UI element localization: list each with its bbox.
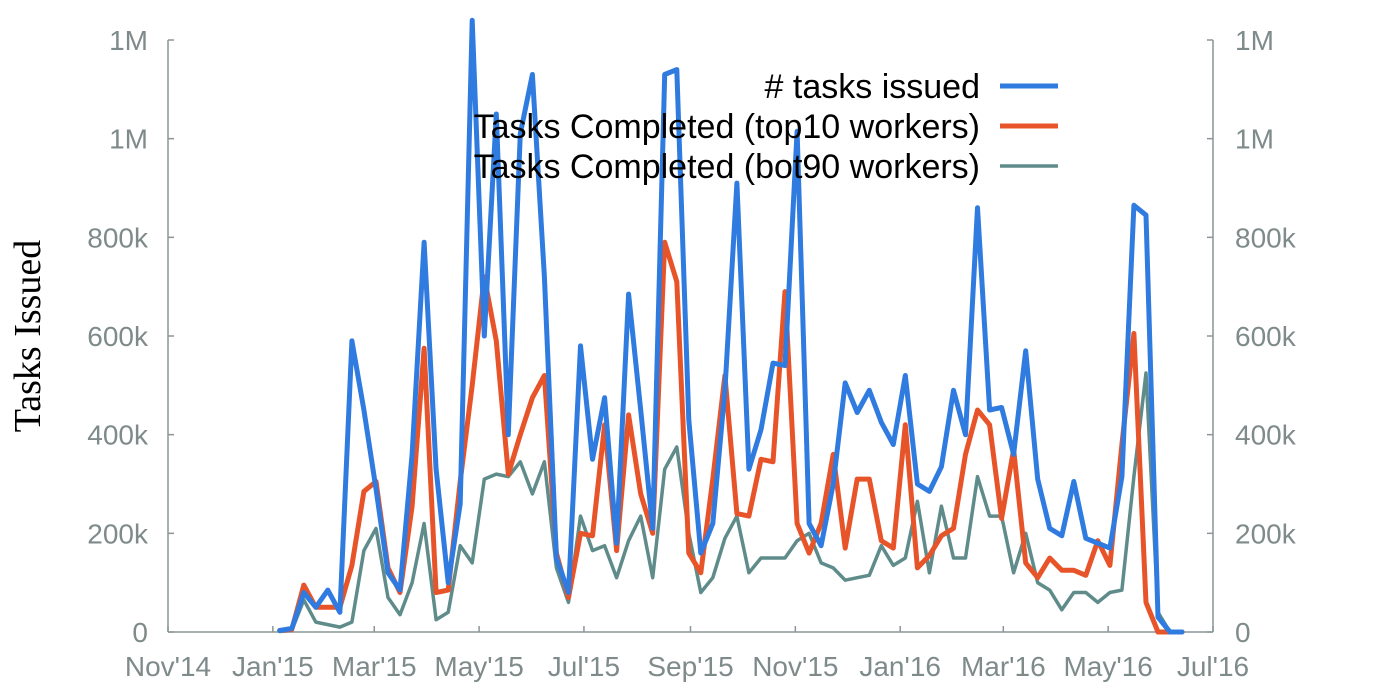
y-tick-label-left: 1M <box>109 124 148 155</box>
y-tick-label-right: 400k <box>1235 420 1297 451</box>
legend-label-1: Tasks Completed (top10 workers) <box>474 108 980 146</box>
x-tick-label: May'15 <box>434 651 523 682</box>
y-tick-label-left: 800k <box>87 222 149 253</box>
y-tick-label-right: 1M <box>1235 124 1274 155</box>
y-tick-label-left: 0 <box>132 617 148 648</box>
y-tick-label-left: 1M <box>109 25 148 56</box>
y-tick-label-right: 800k <box>1235 222 1297 253</box>
y-tick-label-right: 200k <box>1235 518 1297 549</box>
x-tick-label: Jul'15 <box>548 651 620 682</box>
series-line-1 <box>277 239 1185 635</box>
y-tick-label-right: 0 <box>1235 617 1251 648</box>
x-tick-label: Nov'14 <box>125 651 211 682</box>
x-tick-label: Jan'16 <box>859 651 941 682</box>
y-axis-label: Tasks Issued <box>7 240 49 433</box>
y-tick-label-left: 200k <box>87 518 149 549</box>
legend-label-2: Tasks Completed (bot90 workers) <box>474 148 980 186</box>
x-tick-label: Nov'15 <box>752 651 838 682</box>
x-tick-label: Sep'15 <box>647 651 733 682</box>
series-line-0 <box>277 17 1185 635</box>
legend-label-0: # tasks issued <box>765 68 980 106</box>
axes <box>167 39 1214 633</box>
y-tick-label-right: 1M <box>1235 25 1274 56</box>
x-tick-label: Mar'15 <box>332 651 417 682</box>
tick-labels: 0 0 200k 200k 400k 400k 600k 600k 800k 800k 1M 1M 1M… <box>87 25 1296 682</box>
x-tick-label: May'16 <box>1063 651 1152 682</box>
x-tick-label: Mar'16 <box>961 651 1046 682</box>
x-tick-label: Jul'16 <box>1177 651 1249 682</box>
series-line-2 <box>277 371 1184 634</box>
y-tick-label-right: 600k <box>1235 321 1297 352</box>
x-tick-label: Jan'15 <box>232 651 314 682</box>
y-tick-label-left: 400k <box>87 420 149 451</box>
y-tick-label-left: 600k <box>87 321 149 352</box>
series-lines <box>277 17 1185 635</box>
